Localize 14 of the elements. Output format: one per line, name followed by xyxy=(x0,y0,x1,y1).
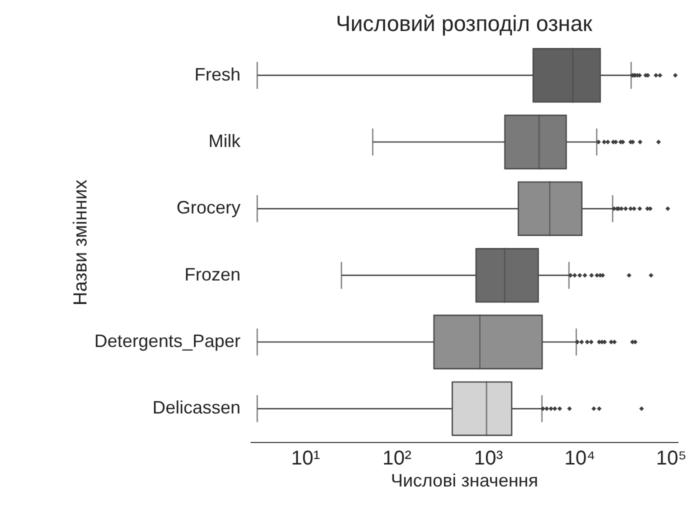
y-axis-title: Назви змінних xyxy=(70,179,92,306)
y-tick-label: Detergents_Paper xyxy=(94,331,241,351)
chart-title: Числовий розподіл ознак xyxy=(336,11,593,36)
x-tick-label: 10¹ xyxy=(291,448,320,470)
y-tick-label: Frozen xyxy=(184,264,240,284)
y-tick-label: Fresh xyxy=(194,64,240,84)
y-tick-label: Grocery xyxy=(176,198,240,218)
x-tick-label: 10⁵ xyxy=(656,448,687,470)
x-tick-label: 10² xyxy=(382,448,412,470)
y-tick-label: Delicassen xyxy=(152,398,240,418)
y-tick-label: Milk xyxy=(208,131,242,151)
x-axis-title: Числові значення xyxy=(390,470,538,490)
x-tick-label: 10⁴ xyxy=(564,448,596,470)
x-tick-label: 10³ xyxy=(474,448,504,470)
